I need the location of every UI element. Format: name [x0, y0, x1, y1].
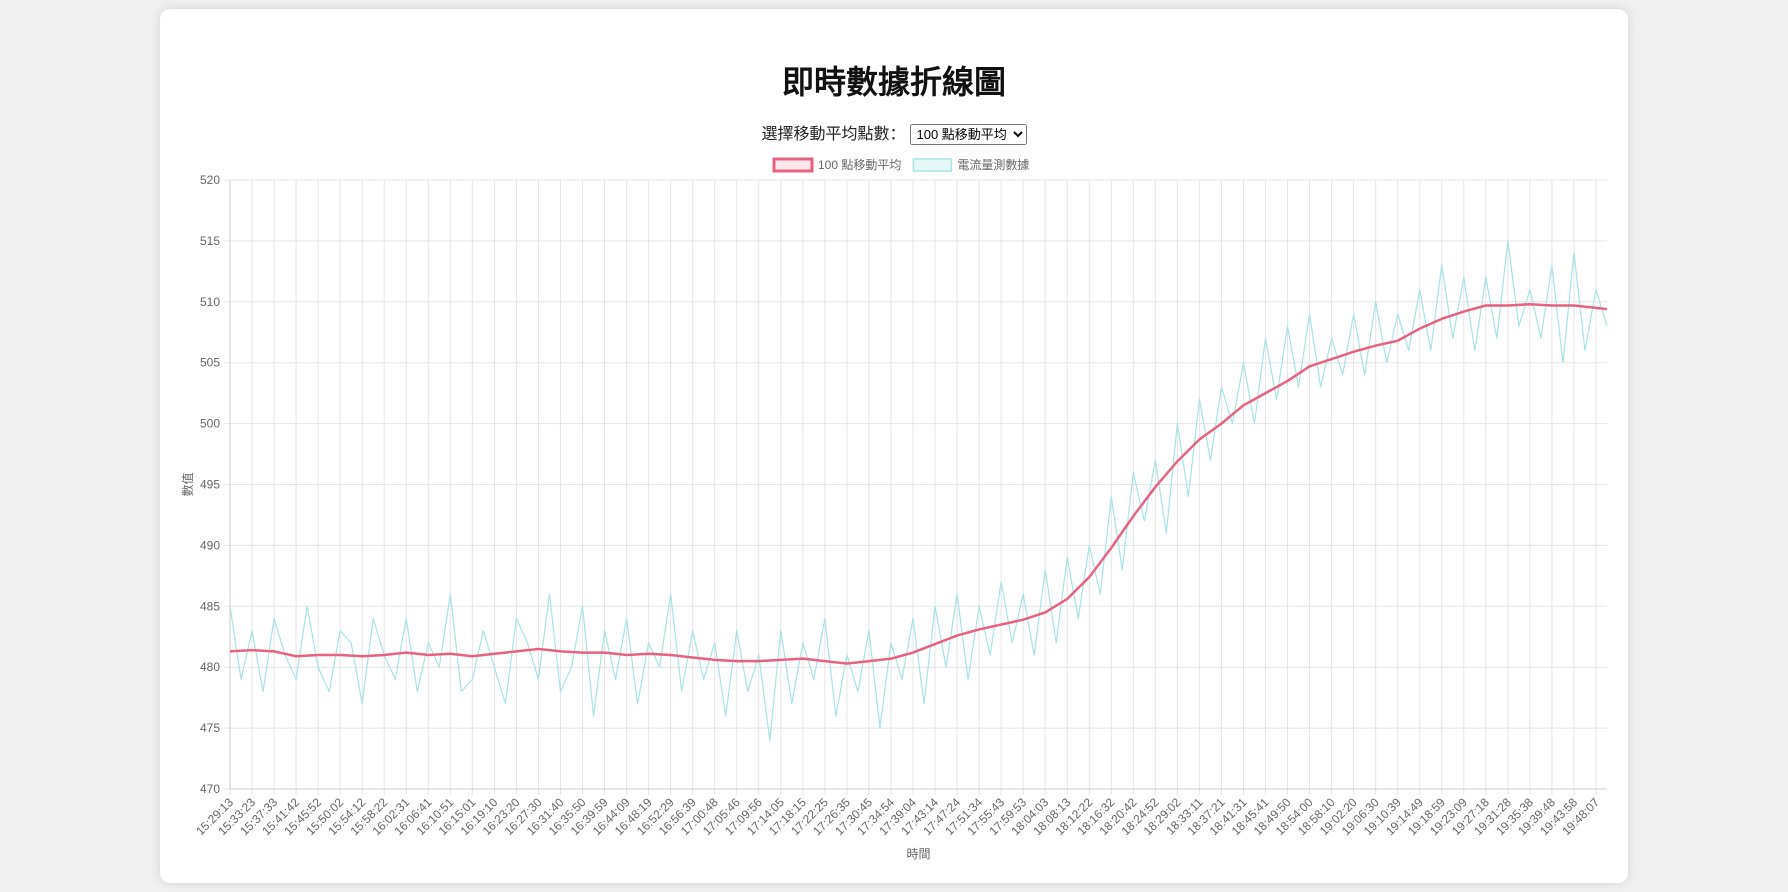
- data-line: [229, 302, 1608, 665]
- y-tick-label: 485: [200, 599, 220, 613]
- y-tick-label: 515: [200, 234, 220, 248]
- legend-swatch: [912, 158, 953, 172]
- y-tick-label: 470: [200, 782, 220, 796]
- legend-label: 100 點移動平均: [818, 158, 901, 172]
- legend-label: 電流量測數據: [957, 158, 1029, 172]
- y-tick-label: 520: [200, 173, 220, 187]
- y-tick-label: 490: [200, 538, 220, 552]
- y-tick-label: 495: [200, 478, 220, 492]
- y-axis-title: 數值: [180, 472, 195, 496]
- y-tick-label: 500: [200, 417, 220, 431]
- window-select[interactable]: 100 點移動平均: [909, 124, 1027, 145]
- controls: 選擇移動平均點數： 100 點移動平均: [160, 120, 1628, 145]
- legend-swatch: [772, 157, 814, 173]
- y-tick-label: 475: [200, 721, 220, 735]
- data-line: [229, 240, 1608, 741]
- legend: 100 點移動平均 電流量測數據: [772, 157, 1029, 173]
- select-label: 選擇移動平均點數：: [761, 126, 906, 143]
- y-tick-label: 505: [200, 356, 220, 370]
- x-axis-title: 時間: [906, 847, 930, 861]
- page-title: 即時數據折線圖: [781, 64, 1006, 100]
- card: 即時數據折線圖 選擇移動平均點數： 100 點移動平均: [160, 9, 1628, 883]
- y-tick-label: 510: [200, 295, 220, 309]
- y-tick-label: 480: [200, 660, 220, 674]
